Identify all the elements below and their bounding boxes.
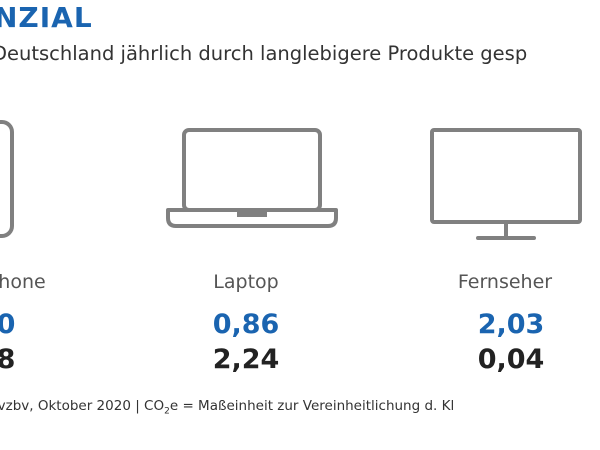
footnote-text-end: e = Maßeinheit zur Vereinheitlichung d. … [169,398,455,414]
laptop-value-black: 2,24 [212,344,280,375]
page-title: NZIAL [0,1,93,34]
laptop-icon [166,128,338,228]
smartphone-icon [0,120,14,238]
tv-icon [430,128,582,240]
page-subtitle: Deutschland jährlich durch langlebigere … [0,42,528,65]
product-label-smartphone: hone [0,271,46,293]
source-footnote: es vzbv, Oktober 2020 | CO2e = Maßeinhei… [0,396,454,422]
product-label-fernseher: Fernseher [457,271,553,293]
fernseher-value-blue: 2,03 [477,309,545,340]
footnote-text-start: es vzbv, Oktober 2020 | CO [0,398,165,414]
smartphone-value-blue: 0 [0,309,16,340]
fernseher-value-black: 0,04 [477,344,545,375]
footnote-subscript: 2 [164,406,170,417]
laptop-value-blue: 0,86 [212,309,280,340]
product-label-laptop: Laptop [213,271,279,293]
smartphone-value-black: 8 [0,344,16,375]
